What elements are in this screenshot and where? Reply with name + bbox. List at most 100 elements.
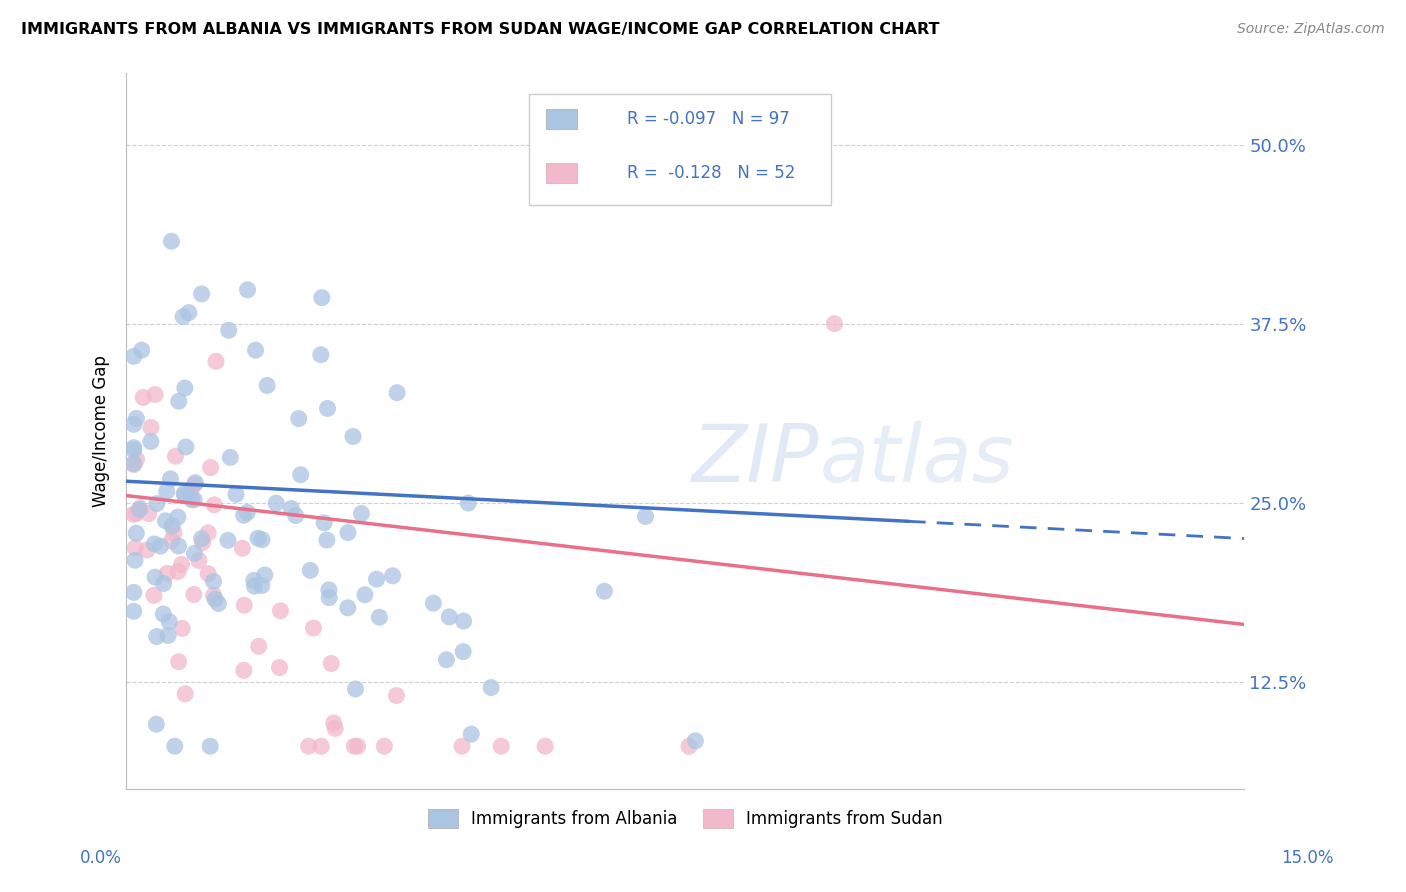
Point xyxy=(173,488,195,502)
Point xyxy=(219,450,242,465)
Point xyxy=(453,614,475,628)
Point xyxy=(381,569,404,583)
Point xyxy=(204,592,226,607)
Point xyxy=(177,306,200,320)
Point xyxy=(236,283,259,297)
Point xyxy=(180,482,202,496)
Point xyxy=(243,579,266,593)
Point xyxy=(343,739,366,754)
Point xyxy=(287,411,309,425)
Point xyxy=(422,596,444,610)
Point xyxy=(156,566,179,581)
Point xyxy=(256,378,278,392)
Point xyxy=(297,739,319,754)
Point xyxy=(200,460,222,475)
Point xyxy=(172,310,194,324)
Point xyxy=(246,531,269,545)
Point xyxy=(183,587,205,601)
Point xyxy=(479,681,502,695)
Point xyxy=(163,525,186,540)
Point xyxy=(231,541,253,556)
Point xyxy=(156,484,179,499)
Point xyxy=(197,566,219,581)
Point xyxy=(218,323,240,337)
Point xyxy=(368,610,391,624)
Point xyxy=(173,486,195,500)
Point xyxy=(162,519,184,533)
Point xyxy=(315,533,337,547)
Point xyxy=(139,434,162,449)
Point xyxy=(366,572,388,586)
Point xyxy=(202,574,225,589)
Point xyxy=(157,628,180,642)
Point xyxy=(122,585,145,599)
Point xyxy=(166,510,188,524)
Point xyxy=(125,411,148,425)
Bar xyxy=(546,162,576,183)
Point xyxy=(678,739,700,754)
Point xyxy=(309,348,332,362)
Point xyxy=(318,582,340,597)
Point xyxy=(143,537,166,551)
Text: atlas: atlas xyxy=(820,421,1014,499)
Point xyxy=(122,458,145,472)
Point xyxy=(122,417,145,432)
Point xyxy=(184,475,207,490)
Point xyxy=(250,578,273,592)
Point xyxy=(157,615,180,629)
Point xyxy=(149,539,172,553)
Point xyxy=(634,509,657,524)
Point xyxy=(122,604,145,618)
Point xyxy=(170,558,193,572)
Point xyxy=(309,739,332,754)
Point xyxy=(232,664,254,678)
Point xyxy=(145,717,167,731)
Point xyxy=(143,570,166,584)
Point xyxy=(122,457,145,471)
Point xyxy=(191,535,214,549)
Point xyxy=(202,588,225,602)
Point xyxy=(180,492,202,507)
Point xyxy=(264,496,287,510)
Point xyxy=(314,516,336,530)
Point xyxy=(322,716,344,731)
Point xyxy=(336,600,359,615)
Point xyxy=(451,645,474,659)
Point xyxy=(451,739,474,754)
Point xyxy=(385,689,408,703)
Point xyxy=(232,508,254,523)
Point xyxy=(202,498,225,512)
Point xyxy=(439,610,461,624)
Point xyxy=(245,343,267,358)
Point xyxy=(172,621,194,635)
Point xyxy=(311,291,333,305)
Point xyxy=(436,653,458,667)
Point xyxy=(236,505,259,519)
Point xyxy=(284,508,307,523)
Point xyxy=(318,591,340,605)
Point xyxy=(321,657,343,671)
Point xyxy=(131,343,153,358)
Text: Source: ZipAtlas.com: Source: ZipAtlas.com xyxy=(1237,22,1385,37)
Point xyxy=(187,553,209,567)
Y-axis label: Wage/Income Gap: Wage/Income Gap xyxy=(93,355,110,507)
Point xyxy=(183,477,205,491)
Point xyxy=(460,727,482,741)
Point xyxy=(302,621,325,635)
Point xyxy=(122,350,145,364)
Point xyxy=(125,452,148,467)
Point xyxy=(125,526,148,541)
Point xyxy=(138,507,160,521)
Point xyxy=(173,381,195,395)
Text: 0.0%: 0.0% xyxy=(80,849,122,867)
Point xyxy=(269,660,291,674)
Point xyxy=(243,574,266,588)
Point xyxy=(373,739,395,754)
Text: 15.0%: 15.0% xyxy=(1281,849,1334,867)
Point xyxy=(316,401,339,416)
Point xyxy=(125,507,148,521)
Legend: Immigrants from Albania, Immigrants from Sudan: Immigrants from Albania, Immigrants from… xyxy=(422,802,949,835)
Point xyxy=(146,497,169,511)
Point xyxy=(205,354,228,368)
Point xyxy=(124,553,146,567)
